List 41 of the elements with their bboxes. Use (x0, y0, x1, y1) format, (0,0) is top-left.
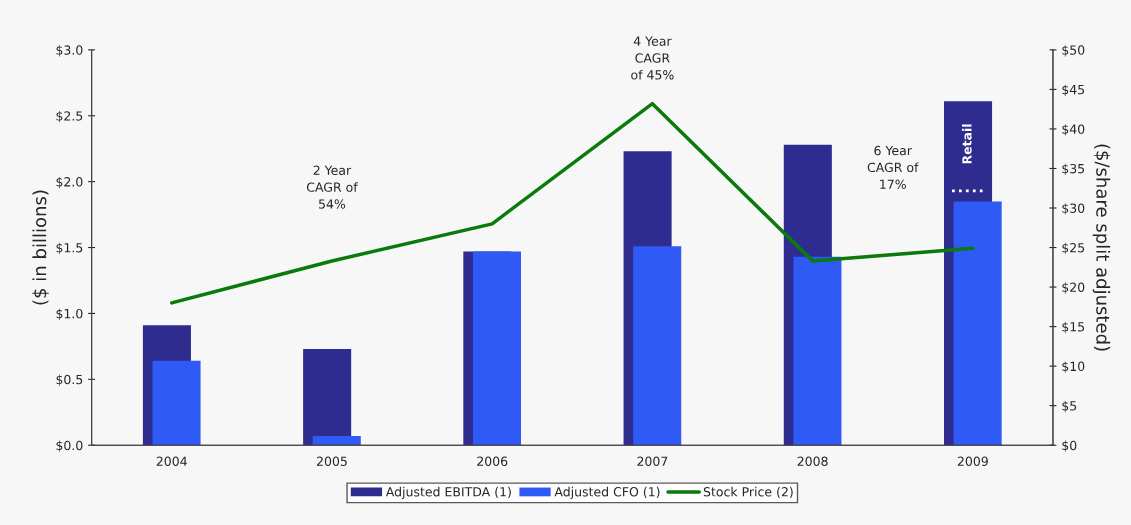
legend-label: Adjusted EBITDA (1) (385, 486, 511, 499)
y2-axis-title: ($/share split adjusted) (1092, 144, 1111, 351)
y-tick-label: $2.5 (56, 111, 83, 123)
y2-tick-label: $15 (1062, 321, 1085, 334)
annotation: Retail (961, 124, 972, 164)
bar (953, 201, 1002, 446)
x-tick-label: 2007 (637, 456, 668, 466)
y-tick-label: $0.0 (56, 440, 83, 452)
y2-tick-label: $10 (1062, 361, 1085, 373)
bar (312, 435, 361, 446)
y-tick-label: $0.5 (56, 374, 83, 386)
y2-tick-label: $35 (1062, 163, 1085, 176)
x-tick-label: 2005 (316, 456, 347, 466)
x-tick-label: 2008 (797, 456, 828, 466)
y2-tick-label: $50 (1062, 45, 1085, 57)
y2-tick-label: $5 (1062, 400, 1077, 413)
annotation: 2 Year CAGR of 54% (306, 165, 358, 209)
bar (303, 349, 352, 446)
annotation: 4 Year CAGR of 45% (631, 36, 674, 80)
x-tick-label: 2004 (156, 456, 187, 466)
bar (633, 246, 682, 446)
y-tick-label: $1.5 (56, 242, 83, 255)
y-tick-label: $2.0 (56, 176, 83, 189)
bar (472, 251, 522, 446)
x-tick-label: 2006 (477, 456, 508, 466)
bar (793, 256, 842, 446)
y-tick-label: $3.0 (56, 45, 83, 57)
y2-tick-label: $40 (1062, 124, 1085, 136)
annotation: 6 Year CAGR of 17% (867, 145, 919, 189)
y-tick-label: $1.0 (56, 308, 83, 321)
y2-tick-label: $30 (1062, 203, 1085, 215)
legend-label: Adjusted CFO (1) (554, 486, 660, 499)
y2-tick-label: $25 (1062, 242, 1085, 255)
y2-tick-label: $0 (1062, 440, 1077, 452)
x-tick-label: 2009 (957, 456, 988, 466)
legend-label: Stock Price (2) (703, 486, 793, 498)
y2-tick-label: $20 (1062, 282, 1085, 294)
y2-tick-label: $45 (1062, 84, 1085, 96)
y-axis-title: ($ in billions) (32, 190, 49, 305)
bar (152, 360, 201, 446)
line-series (169, 101, 975, 305)
